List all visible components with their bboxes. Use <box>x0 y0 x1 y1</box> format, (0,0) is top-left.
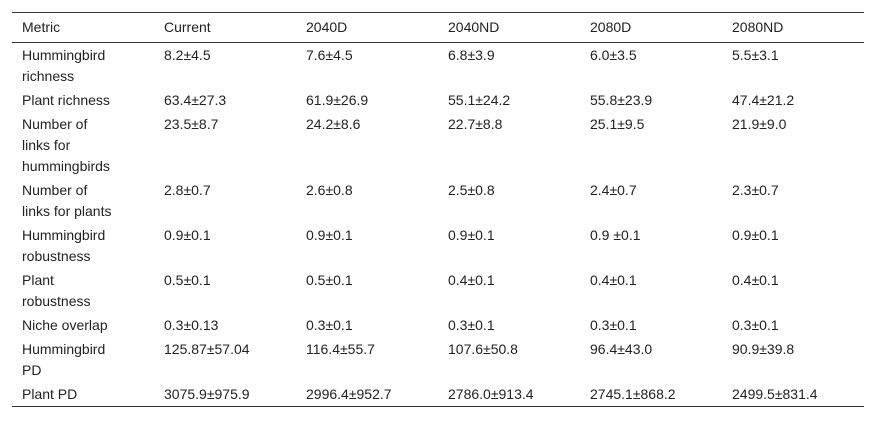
value-cell: 47.4±21.2 <box>732 92 795 108</box>
table-header: Metric Current 2040D 2040ND 2080D 2080ND <box>12 12 864 43</box>
table-row: Hummingbird PD 125.87±57.04 116.4±55.7 107.… <box>12 337 864 382</box>
column-header: 2040D <box>296 12 438 43</box>
metric-cell: Niche overlap <box>12 313 154 337</box>
value-cell: 2745.1±868.2 <box>580 382 722 407</box>
value-cell: 96.4±43.0 <box>590 341 653 357</box>
value-cell: 2499.5±831.4 <box>722 382 864 407</box>
column-header: 2040ND <box>438 12 580 43</box>
value-cell: 2786.0±913.4 <box>438 382 580 407</box>
metric-cell: Plant robustness <box>12 268 154 313</box>
value-cell: 2.8±0.7 <box>164 182 211 198</box>
value-cell: 6.8±3.9 <box>448 47 495 63</box>
table-row: Hummingbird richness 8.2±4.5 7.6±4.5 6.8±3.… <box>12 43 864 89</box>
column-header: 2080D <box>580 12 722 43</box>
header-row: Metric Current 2040D 2040ND 2080D 2080ND <box>12 12 864 43</box>
value-cell: 0.5±0.1 <box>306 272 353 288</box>
value-cell: 55.8±23.9 <box>590 92 653 108</box>
metric-cell: Number of links for plants <box>12 178 154 223</box>
value-cell: 0.9±0.1 <box>732 227 779 243</box>
value-cell: 6.0±3.5 <box>590 47 637 63</box>
value-cell: 0.3±0.1 <box>732 317 779 333</box>
table-body: Hummingbird richness 8.2±4.5 7.6±4.5 6.8±3.… <box>12 43 864 407</box>
metric-cell: Plant richness <box>12 88 154 112</box>
metric-label: Number of links for hummingbirds <box>22 116 110 174</box>
metric-cell: Hummingbird richness <box>12 43 154 89</box>
value-cell: 2.5±0.8 <box>448 182 495 198</box>
value-cell: 90.9±39.8 <box>732 341 795 357</box>
value-cell: 0.4±0.1 <box>448 272 495 288</box>
value-cell: 107.6±50.8 <box>448 341 518 357</box>
value-cell: 116.4±55.7 <box>306 341 375 357</box>
value-cell: 0.4±0.1 <box>732 272 779 288</box>
value-cell: 2.3±0.7 <box>732 182 779 198</box>
table-row: Number of links for hummingbirds 23.5±8.7… <box>12 112 864 178</box>
metric-cell: Hummingbird robustness <box>12 223 154 268</box>
value-cell: 63.4±27.3 <box>164 92 227 108</box>
value-cell: 0.4±0.1 <box>590 272 637 288</box>
table-row: Number of links for plants 2.8±0.7 2.6±0.8… <box>12 178 864 223</box>
metric-label: Number of links for plants <box>22 182 112 219</box>
value-cell: 0.3±0.13 <box>164 317 219 333</box>
value-cell: 125.87±57.04 <box>164 341 250 357</box>
value-cell: 22.7±8.8 <box>448 116 503 132</box>
column-header: Metric <box>12 12 154 43</box>
metric-cell: Number of links for hummingbirds <box>12 112 154 178</box>
value-cell: 0.3±0.1 <box>306 317 353 333</box>
value-cell: 3075.9±975.9 <box>154 382 296 407</box>
metric-label: Hummingbird richness <box>22 47 106 84</box>
value-cell: 7.6±4.5 <box>306 47 353 63</box>
metric-cell: Plant PD <box>12 382 154 407</box>
value-cell: 25.1±9.5 <box>590 116 645 132</box>
value-cell: 2.6±0.8 <box>306 182 353 198</box>
table-row: Plant PD 3075.9±975.9 2996.4±952.7 2786.0±9… <box>12 382 864 407</box>
value-cell: 0.9±0.1 <box>306 227 353 243</box>
table-row: Hummingbird robustness 0.9±0.1 0.9±0.1 0.9±… <box>12 223 864 268</box>
value-cell: 0.9 ±0.1 <box>590 227 641 243</box>
value-cell: 0.9±0.1 <box>164 227 211 243</box>
column-header: 2080ND <box>722 12 864 43</box>
value-cell: 55.1±24.2 <box>448 92 511 108</box>
metric-label: Plant richness <box>22 92 110 108</box>
value-cell: 23.5±8.7 <box>164 116 219 132</box>
metric-label: Niche overlap <box>22 317 108 333</box>
value-cell: 0.3±0.1 <box>590 317 637 333</box>
value-cell: 2.4±0.7 <box>590 182 637 198</box>
table-row: Plant richness 63.4±27.3 61.9±26.9 55.1±24.… <box>12 88 864 112</box>
metric-label: Plant PD <box>22 386 78 402</box>
metric-label: Hummingbird PD <box>22 341 106 378</box>
column-header: Current <box>154 12 296 43</box>
value-cell: 24.2±8.6 <box>306 116 361 132</box>
value-cell: 61.9±26.9 <box>306 92 369 108</box>
data-table: Metric Current 2040D 2040ND 2080D 2080ND Humm… <box>12 12 864 407</box>
value-cell: 8.2±4.5 <box>164 47 211 63</box>
value-cell: 0.5±0.1 <box>164 272 211 288</box>
value-cell: 0.3±0.1 <box>448 317 495 333</box>
table-row: Niche overlap 0.3±0.13 0.3±0.1 0.3±0.1 0.3±0… <box>12 313 864 337</box>
metric-cell: Hummingbird PD <box>12 337 154 382</box>
metric-label: Plant robustness <box>22 272 91 309</box>
value-cell: 2996.4±952.7 <box>296 382 438 407</box>
value-cell: 5.5±3.1 <box>732 47 779 63</box>
value-cell: 0.9±0.1 <box>448 227 495 243</box>
value-cell: 21.9±9.0 <box>732 116 787 132</box>
metric-label: Hummingbird robustness <box>22 227 106 264</box>
table-row: Plant robustness 0.5±0.1 0.5±0.1 0.4±0.1 0.4… <box>12 268 864 313</box>
